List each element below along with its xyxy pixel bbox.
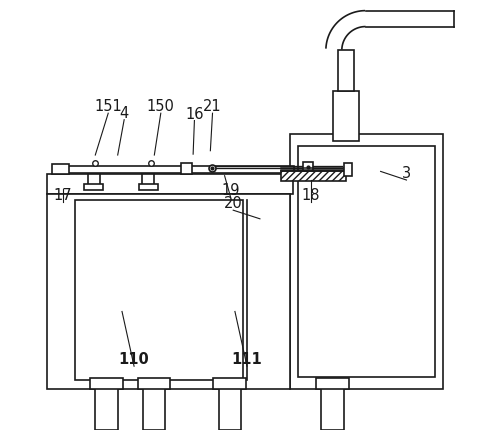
Bar — [218, 383, 241, 430]
Bar — [52, 164, 69, 175]
Text: 21: 21 — [203, 99, 222, 114]
Bar — [47, 175, 293, 195]
Bar — [95, 383, 118, 430]
Bar — [290, 135, 443, 390]
Text: 3: 3 — [402, 166, 411, 181]
Bar — [142, 175, 154, 187]
Text: 110: 110 — [119, 351, 150, 366]
Text: 20: 20 — [224, 196, 243, 211]
Bar — [213, 378, 246, 390]
Bar — [316, 378, 349, 390]
Text: 18: 18 — [301, 187, 320, 202]
Bar — [137, 378, 170, 390]
Bar — [84, 185, 103, 191]
Bar — [181, 163, 192, 175]
Text: 151: 151 — [94, 99, 122, 114]
Bar — [139, 185, 158, 191]
Bar — [333, 92, 359, 141]
Bar — [90, 378, 123, 390]
Bar — [282, 172, 346, 181]
Bar — [75, 201, 243, 381]
Bar — [344, 163, 352, 176]
Bar — [143, 383, 165, 430]
Text: 4: 4 — [120, 105, 129, 120]
Bar — [67, 167, 293, 174]
Bar — [47, 195, 290, 390]
Bar — [303, 163, 313, 172]
Bar — [54, 168, 67, 173]
Bar — [338, 51, 354, 92]
Bar — [298, 146, 435, 378]
Bar — [87, 175, 100, 187]
Bar — [321, 383, 343, 430]
Text: 17: 17 — [53, 188, 72, 203]
Text: 19: 19 — [221, 183, 240, 198]
Text: 150: 150 — [147, 99, 175, 114]
Text: 16: 16 — [185, 106, 204, 121]
Bar — [182, 165, 190, 173]
Text: 111: 111 — [232, 351, 262, 366]
